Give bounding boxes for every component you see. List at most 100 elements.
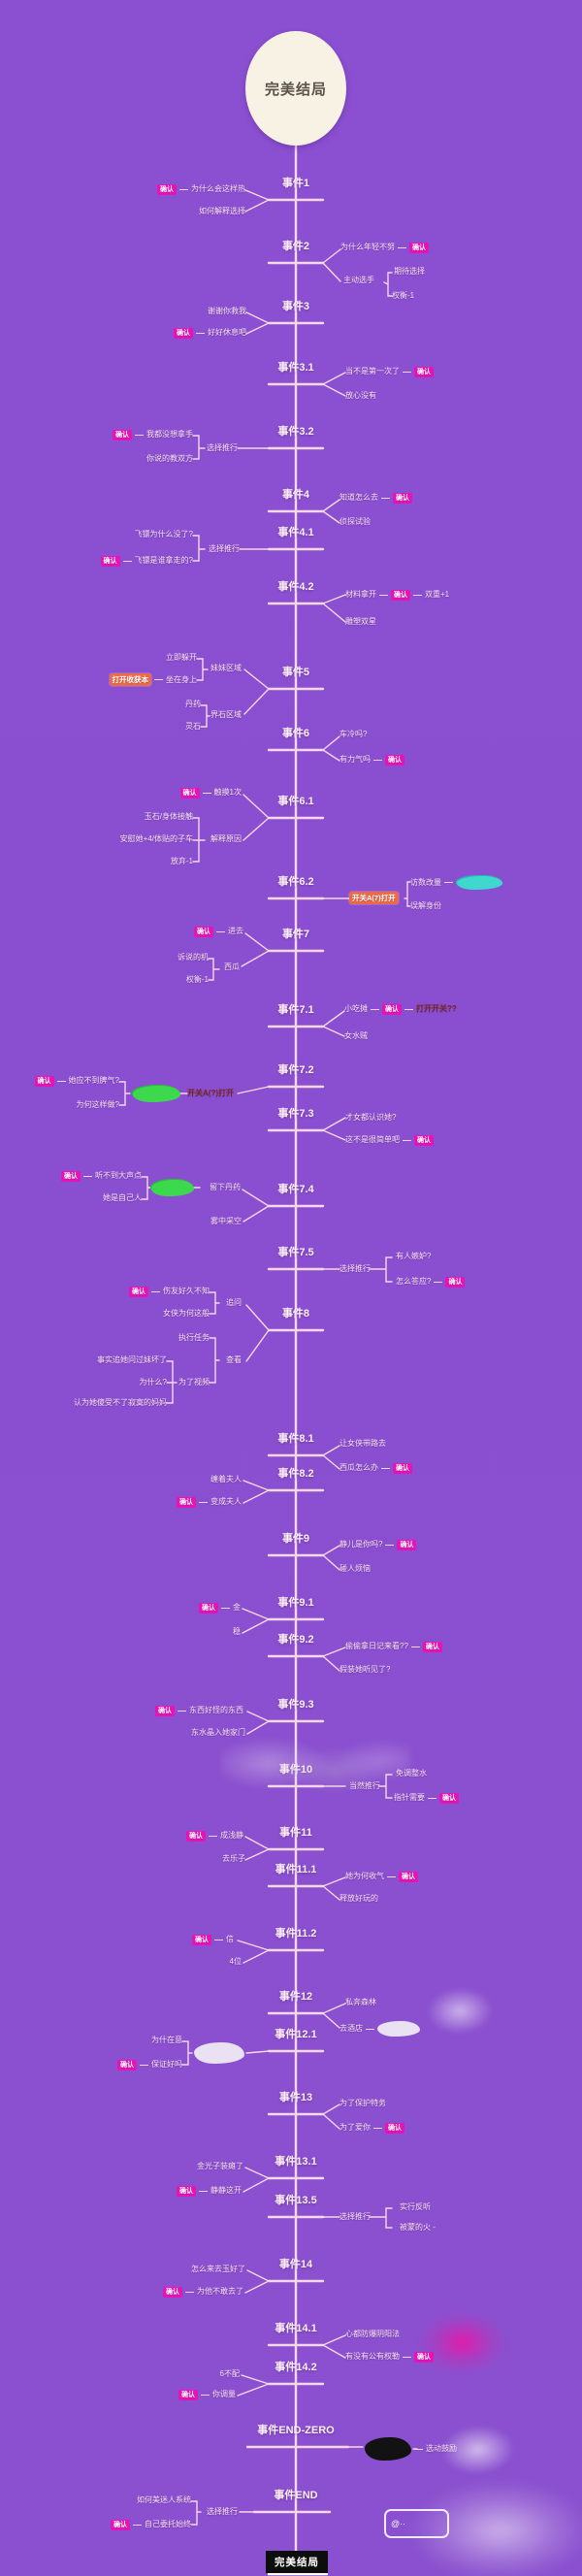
event-node-8-1: 事件8.1: [277, 1433, 314, 1445]
cyan-scribble: [456, 875, 502, 890]
branch-mid-label: 解释原因: [210, 834, 242, 843]
branch-item: 为了保护特务: [340, 2099, 386, 2107]
confirm-tag: 确认: [385, 754, 404, 766]
branch-item: 她是自己人: [103, 1193, 142, 1202]
event-node-1: 事件1: [281, 178, 310, 189]
branch-item: 谢谢你救我: [208, 307, 246, 315]
connector-dash: [179, 188, 188, 190]
branch-item: 偷偷拿日记来看?? 确认: [345, 1641, 442, 1652]
event-node-13-5: 事件13.5: [275, 2195, 317, 2206]
event-node-9-1: 事件9.1: [277, 1597, 314, 1609]
green-scribble: [132, 1085, 180, 1102]
event-node-6-1: 事件6.1: [277, 796, 314, 807]
branch-mid-label: 选择推行: [340, 2212, 371, 2221]
event-node-7-1: 事件7.1: [277, 1004, 314, 1016]
branch-item: 6不配: [219, 2369, 240, 2378]
branch-item: 知道怎么去 确认: [340, 492, 412, 504]
branch-item: 确认 听不到大声点: [61, 1170, 142, 1182]
confirm-tag: 确认: [414, 366, 434, 377]
branch-item: 确认金: [199, 1602, 241, 1614]
event-node-4-1: 事件4.1: [277, 527, 314, 538]
branch-item: 丹药: [185, 700, 201, 708]
confirm-tag: 确认: [409, 242, 429, 253]
event-node-7: 事件7: [281, 929, 310, 940]
root-node: 完美结局: [245, 31, 346, 146]
branch-item: 确认 为他不敢去了: [163, 2286, 243, 2298]
branch-item: 确认 你调量: [178, 2389, 236, 2400]
branch-subitem: 指针需要 确认: [394, 1792, 459, 1804]
event-node-3: 事件3: [281, 301, 310, 312]
branch-item: 小吃摊 确认 打开开关??: [344, 1003, 457, 1015]
branch-item: 假装她听见了?: [340, 1665, 391, 1674]
confirm-tag: 确认: [414, 2351, 434, 2363]
branch-item: 选动鼓励: [365, 2437, 457, 2461]
confirm-tag: 确认: [100, 555, 120, 567]
branch-item: 为了爱你 确认: [340, 2122, 404, 2134]
branch-item: 有没有公有权勒 确认: [345, 2351, 434, 2363]
branch-item: 执行任务: [178, 1333, 210, 1342]
event-node-12: 事件12: [278, 1991, 313, 2003]
branch-subitem: 怎么答应? 确认: [396, 1276, 466, 1288]
branch-subitem: 权衡-1: [185, 975, 209, 984]
black-scribble: [365, 2437, 411, 2461]
event-bars: [245, 198, 350, 2514]
switch-open-note: 打开开关??: [416, 1004, 457, 1013]
event-node-end-zero: 事件END-ZERO: [257, 2425, 335, 2436]
branch-mid-label: 选择推行: [207, 2507, 238, 2516]
event-node-7-3: 事件7.3: [277, 1108, 314, 1120]
branch-subitem: 诉说的机: [178, 953, 209, 962]
branch-item: 碰人烦恼: [340, 1564, 371, 1573]
branch-item: 确认 进去: [194, 926, 243, 937]
branch-mid-label: 选择推行: [207, 443, 238, 452]
branch-item: 为了视频: [178, 1378, 210, 1386]
branch-item: 灵石: [185, 722, 201, 731]
branch-item: 让女侠带路去: [340, 1439, 386, 1448]
confirm-tag: 确认: [397, 1539, 417, 1550]
white-scribble: [194, 2042, 244, 2064]
event-node-end: 事件END: [274, 2490, 318, 2501]
branch-item: 4位: [229, 1957, 242, 1966]
event-node-5: 事件5: [281, 667, 310, 678]
branch-item: 西瓜怎么办 确认: [340, 1462, 412, 1474]
branch-subitem: 有人嫉妒?: [396, 1252, 432, 1260]
branch-item: 确认 她应不到脾气?: [34, 1075, 119, 1087]
branch-mid-label: 界石区域: [210, 710, 242, 719]
branch-mid-label: 选择推行: [209, 544, 240, 553]
white-scribble: [377, 2021, 420, 2037]
confirm-tag: 确认: [399, 1871, 418, 1882]
confirm-tag: 确认: [163, 2286, 182, 2298]
branch-item: 有力气吗 确认: [340, 754, 404, 766]
confirm-tag: 确认: [391, 589, 410, 601]
branch-item: 立即躲开: [166, 653, 197, 662]
branch-mid-label: 当然推行: [349, 1781, 380, 1790]
confirm-tag: 确认: [177, 2185, 196, 2197]
event-node-9-2: 事件9.2: [277, 1634, 314, 1646]
ending-node: 完美结局: [266, 2551, 328, 2573]
branch-mid-label: 留下丹药: [210, 1183, 241, 1191]
event-node-7-5: 事件7.5: [277, 1247, 314, 1258]
branch-item: 确认 自己委托始终: [111, 2519, 191, 2530]
branch-item: 金光子装瘫了: [197, 2162, 243, 2170]
event-node-10: 事件10: [278, 1764, 313, 1776]
event-node-4: 事件4: [281, 489, 310, 501]
branch-item: 女水贼: [344, 1031, 368, 1040]
branch-item: 这不是很简单吧 确认: [345, 1134, 434, 1146]
switch-a7-tag: 开关A(7)打开: [349, 892, 399, 904]
branch-item: 如何解释选择: [199, 207, 245, 215]
branch-subitem: 权衡-1: [392, 291, 415, 300]
event-node-2: 事件2: [281, 241, 310, 252]
branch-item: 缠着夫人: [210, 1475, 242, 1484]
branch-item: 怎么来去玉好了: [191, 2265, 245, 2273]
branch-mid-label: 西瓜: [224, 962, 240, 971]
root-title: 完美结局: [264, 81, 327, 98]
event-node-11-2: 事件11.2: [275, 1928, 317, 1940]
branch-mid-label: 追问: [226, 1298, 242, 1307]
confirm-tag: 确认: [382, 1003, 402, 1015]
branch-subitem: 为什么?: [139, 1378, 167, 1386]
branch-item: 静儿是你吗? 确认: [340, 1539, 417, 1550]
confirm-tag: 确认: [155, 1705, 175, 1716]
branch-item: 确认 我都没想拿手: [113, 429, 193, 440]
confirm-tag: 确认: [199, 1602, 218, 1614]
confirm-tag: 确认: [177, 1496, 196, 1508]
